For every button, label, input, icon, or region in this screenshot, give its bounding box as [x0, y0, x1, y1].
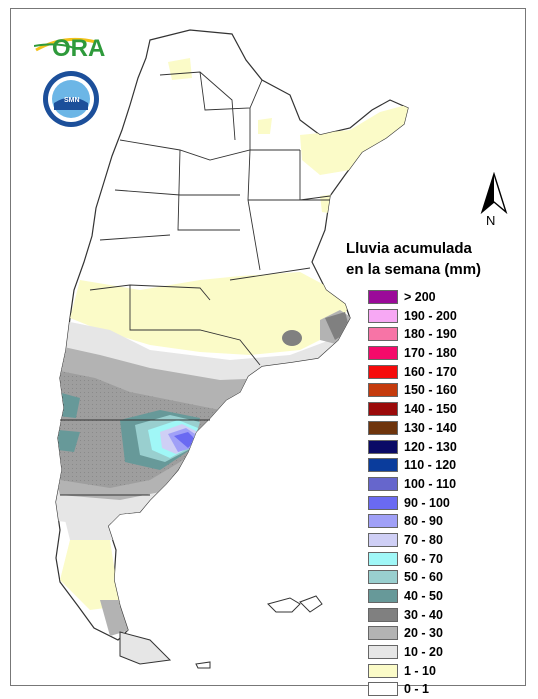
- legend-item: > 200: [368, 288, 528, 307]
- legend-item: 1 - 10: [368, 662, 528, 681]
- legend-label: 170 - 180: [404, 346, 457, 361]
- legend-label: 110 - 120: [404, 458, 457, 473]
- legend-swatch: [368, 364, 398, 379]
- legend-label: 1 - 10: [404, 663, 436, 678]
- legend-item: 10 - 20: [368, 643, 528, 662]
- legend-item: 100 - 110: [368, 475, 528, 494]
- north-arrow-icon: [480, 172, 508, 215]
- legend-swatch: [368, 439, 398, 454]
- legend-item: 20 - 30: [368, 624, 528, 643]
- legend-item: 80 - 90: [368, 512, 528, 531]
- legend-swatch: [368, 589, 398, 603]
- legend-swatch: [368, 645, 398, 660]
- legend-title-line1: Lluvia acumulada: [346, 240, 472, 257]
- legend-swatch: [368, 495, 398, 510]
- legend-label: 70 - 80: [404, 532, 443, 547]
- legend-swatch: [368, 682, 398, 697]
- legend-label: 190 - 200: [404, 308, 457, 323]
- legend-item: 190 - 200: [368, 307, 528, 326]
- legend-swatch: [368, 551, 398, 566]
- legend-label: 180 - 190: [404, 327, 457, 342]
- smn-seal: SMN: [43, 71, 99, 127]
- legend-label: 20 - 30: [404, 626, 443, 641]
- legend-swatch: [368, 327, 398, 342]
- legend-label: 30 - 40: [404, 607, 443, 622]
- legend-label: 80 - 90: [404, 514, 443, 529]
- legend-label: 130 - 140: [404, 420, 457, 435]
- legend-label: 50 - 60: [404, 570, 443, 585]
- tierra-del-fuego: [119, 631, 172, 665]
- legend-swatch: [368, 290, 398, 304]
- legend: > 200 190 - 200 180 - 190 170 - 180 160 - 17…: [368, 288, 528, 699]
- legend-label: 60 - 70: [404, 551, 443, 566]
- svg-text:ORA: ORA: [52, 35, 105, 62]
- legend-item: 50 - 60: [368, 568, 528, 587]
- malvinas-islands: [267, 595, 323, 613]
- isla-de-los-estados: [195, 661, 211, 669]
- legend-swatch: [368, 514, 398, 529]
- ora-logo: ORA: [34, 35, 105, 62]
- legend-label: > 200: [404, 290, 436, 304]
- legend-label: 120 - 130: [404, 439, 457, 454]
- legend-item: 0 - 1: [368, 680, 528, 699]
- legend-swatch: [368, 402, 398, 417]
- legend-label: 40 - 50: [404, 589, 443, 603]
- legend-item: 30 - 40: [368, 606, 528, 625]
- legend-swatch: [368, 663, 398, 678]
- legend-item: 140 - 150: [368, 400, 528, 419]
- legend-item: 130 - 140: [368, 419, 528, 438]
- legend-swatch: [368, 607, 398, 622]
- legend-item: 110 - 120: [368, 456, 528, 475]
- legend-swatch: [368, 308, 398, 323]
- legend-label: 160 - 170: [404, 364, 457, 379]
- legend-item: 40 - 50: [368, 587, 528, 606]
- legend-label: 100 - 110: [404, 476, 457, 491]
- legend-item: 120 - 130: [368, 438, 528, 457]
- legend-item: 70 - 80: [368, 531, 528, 550]
- legend-title-line2: en la semana (mm): [346, 261, 482, 278]
- legend-item: 150 - 160: [368, 381, 528, 400]
- legend-item: 170 - 180: [368, 344, 528, 363]
- legend-swatch: [368, 346, 398, 361]
- legend-label: 10 - 20: [404, 645, 443, 660]
- north-label: N: [486, 213, 496, 228]
- legend-label: 140 - 150: [404, 402, 457, 417]
- legend-swatch: [368, 626, 398, 641]
- legend-swatch: [368, 476, 398, 491]
- legend-label: 150 - 160: [404, 383, 457, 398]
- legend-swatch: [368, 383, 398, 398]
- legend-title: Lluvia acumulada en la semana (mm): [346, 238, 481, 280]
- svg-text:SMN: SMN: [64, 97, 80, 104]
- legend-label: 0 - 1: [404, 682, 430, 697]
- legend-item: 160 - 170: [368, 363, 528, 382]
- legend-swatch: [368, 570, 398, 585]
- legend-item: 180 - 190: [368, 325, 528, 344]
- legend-swatch: [368, 420, 398, 435]
- legend-item: 60 - 70: [368, 550, 528, 569]
- legend-swatch: [368, 458, 398, 473]
- legend-swatch: [368, 532, 398, 547]
- legend-label: 90 - 100: [404, 495, 450, 510]
- province-borders: [60, 71, 331, 496]
- legend-item: 90 - 100: [368, 494, 528, 513]
